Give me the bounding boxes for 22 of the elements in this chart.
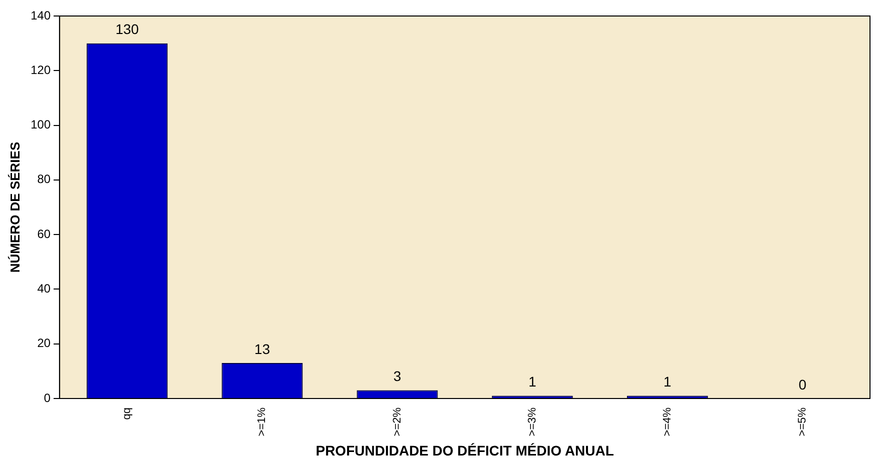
x-tick-label: qq	[121, 407, 134, 420]
data-label: 1	[664, 374, 672, 390]
y-tick-label: 100	[30, 118, 51, 132]
x-axis-title: PROFUNDIDADE DO DÉFICIT MÉDIO ANUAL	[316, 442, 614, 458]
x-tick-label: >=5%	[796, 407, 808, 436]
x-tick-label: >=1%	[256, 407, 268, 436]
data-label: 13	[254, 340, 270, 357]
y-tick-label: 60	[37, 226, 51, 241]
y-tick-label: 0	[44, 390, 51, 405]
x-tick-label: >=3%	[526, 407, 538, 436]
x-tick-label: >=2%	[391, 407, 404, 436]
y-tick-label: 40	[37, 281, 51, 296]
y-tick-label: 20	[37, 336, 51, 350]
y-axis-title: NÚMERO DE SÉRIES	[7, 142, 22, 273]
x-tick-label: >=4%	[661, 407, 674, 436]
data-label: 130	[115, 21, 140, 38]
data-label: 1	[528, 374, 536, 390]
y-tick-label: 80	[37, 172, 51, 186]
data-label: 3	[393, 368, 402, 384]
y-tick-label: 140	[30, 8, 51, 22]
data-label: 0	[798, 376, 807, 392]
y-tick-label: 120	[30, 62, 51, 77]
